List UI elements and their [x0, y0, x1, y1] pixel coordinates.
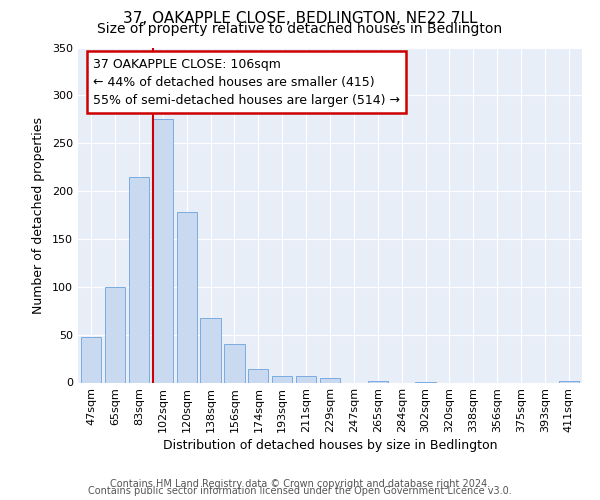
Bar — [176, 212, 197, 382]
Bar — [152, 120, 173, 382]
Bar — [81, 336, 101, 382]
Y-axis label: Number of detached properties: Number of detached properties — [32, 116, 45, 314]
Bar — [320, 378, 340, 382]
X-axis label: Distribution of detached houses by size in Bedlington: Distribution of detached houses by size … — [163, 440, 497, 452]
Bar — [200, 318, 221, 382]
Bar — [559, 380, 579, 382]
Text: Contains public sector information licensed under the Open Government Licence v3: Contains public sector information licen… — [88, 486, 512, 496]
Bar — [368, 380, 388, 382]
Text: 37 OAKAPPLE CLOSE: 106sqm
← 44% of detached houses are smaller (415)
55% of semi: 37 OAKAPPLE CLOSE: 106sqm ← 44% of detac… — [93, 58, 400, 106]
Bar — [105, 287, 125, 382]
Bar — [272, 376, 292, 382]
Text: Contains HM Land Registry data © Crown copyright and database right 2024.: Contains HM Land Registry data © Crown c… — [110, 479, 490, 489]
Bar — [129, 176, 149, 382]
Text: 37, OAKAPPLE CLOSE, BEDLINGTON, NE22 7LL: 37, OAKAPPLE CLOSE, BEDLINGTON, NE22 7LL — [123, 11, 477, 26]
Bar — [224, 344, 245, 383]
Bar — [296, 376, 316, 382]
Text: Size of property relative to detached houses in Bedlington: Size of property relative to detached ho… — [97, 22, 503, 36]
Bar — [248, 369, 268, 382]
